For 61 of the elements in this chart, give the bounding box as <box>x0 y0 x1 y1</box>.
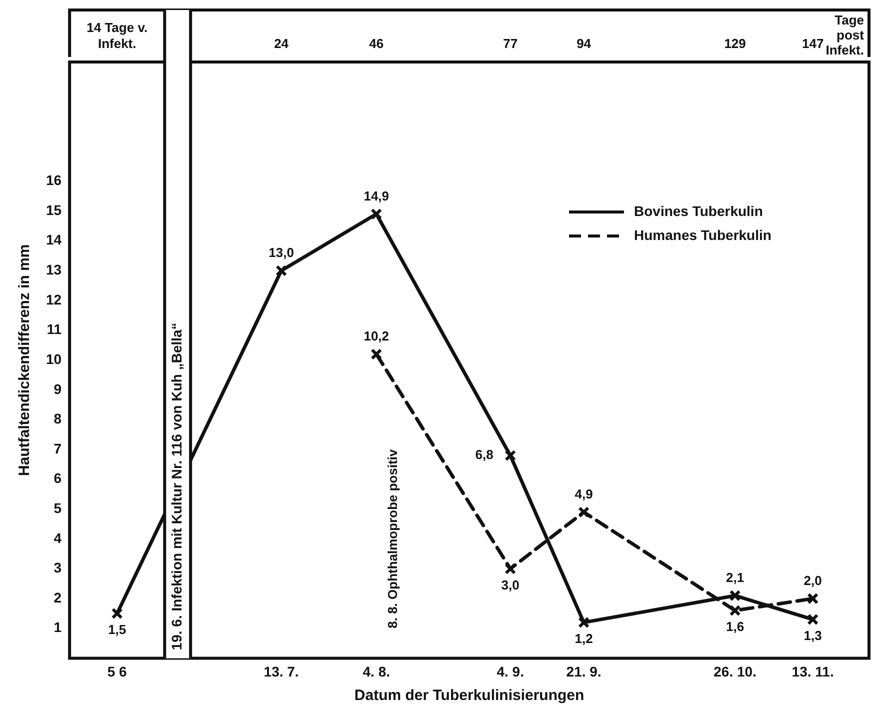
x2-tick-label: 24 <box>274 36 290 51</box>
y-tick-label: 8 <box>54 410 62 427</box>
y-tick-label: 5 <box>54 500 62 516</box>
point <box>729 590 741 602</box>
y-tick-label: 2 <box>54 589 62 606</box>
x-tick-label: 21. 9. <box>566 663 602 680</box>
y-axis-title: Hautfaltendickendifferenz in mm <box>16 244 34 476</box>
data-label: 4,9 <box>574 486 593 502</box>
x2-tick-label: 129 <box>724 36 746 51</box>
point <box>807 592 819 604</box>
x2-tick-label: 94 <box>576 36 592 51</box>
legend-label: Bovines Tuberkulin <box>634 202 763 219</box>
point <box>370 348 382 360</box>
x-tick-label: 13. 7. <box>264 663 299 680</box>
x2-tick-label: 46 <box>369 36 384 51</box>
y-tick-label: 1 <box>54 619 62 636</box>
data-label: 3,0 <box>501 577 520 592</box>
y-tick-label: 4 <box>54 530 62 546</box>
point <box>370 208 382 220</box>
y-tick-label: 14 <box>46 232 62 248</box>
y-tick-label: 15 <box>46 202 62 218</box>
point <box>807 614 819 626</box>
x2-tick-label: 147 <box>802 36 824 51</box>
x2-tick-label: 77 <box>503 36 518 51</box>
y-tick-label: 3 <box>54 560 62 576</box>
data-label: 1,5 <box>108 622 126 638</box>
x2-tick-label: 14 Tage v. Infekt. <box>86 20 148 51</box>
y-tick-label: 10 <box>46 350 62 367</box>
y-tick-label: 6 <box>54 470 62 486</box>
data-label: 2,1 <box>726 570 744 586</box>
annotation: 8. 8. Ophthalmoprobe positiv <box>385 448 400 628</box>
point <box>729 604 741 616</box>
x-tick-label: 13. 11. <box>792 663 834 680</box>
data-label: 6,8 <box>475 447 494 462</box>
data-label: 1,6 <box>726 619 744 634</box>
point <box>504 450 516 462</box>
x-tick-label: 4. 8. <box>362 663 390 680</box>
legend-label: Humanes Tuberkulin <box>634 226 772 243</box>
data-label: 13,0 <box>268 245 294 260</box>
y-tick-label: 12 <box>46 291 62 308</box>
x-tick-label: 5 6 <box>107 663 128 680</box>
data-label: 1,2 <box>574 631 593 646</box>
y-tick-label: 11 <box>46 321 62 338</box>
point <box>111 608 123 620</box>
data-label: 2,0 <box>804 573 822 588</box>
point <box>276 264 288 276</box>
band-label: 19. 6. Infektion mit Kultur Nr. 116 von Kuh „Bella“ <box>168 322 184 650</box>
point <box>504 563 516 575</box>
x-axis-title: Datum der Tuberkulinisierungen <box>354 687 584 704</box>
y-tick-label: 13 <box>46 262 62 278</box>
y-tick-label: 16 <box>46 172 62 188</box>
y-tick-label: 9 <box>54 380 62 397</box>
x2-axis-title: Tage post Infekt. <box>826 12 865 58</box>
data-label: 10,2 <box>364 328 390 344</box>
data-label: 1,3 <box>804 628 822 644</box>
point <box>578 616 590 628</box>
x-tick-label: 26. 10. <box>714 663 756 680</box>
point <box>578 506 590 518</box>
data-label: 14,9 <box>364 188 390 204</box>
y-tick-label: 7 <box>54 440 62 456</box>
x-tick-label: 4. 9. <box>496 663 524 680</box>
